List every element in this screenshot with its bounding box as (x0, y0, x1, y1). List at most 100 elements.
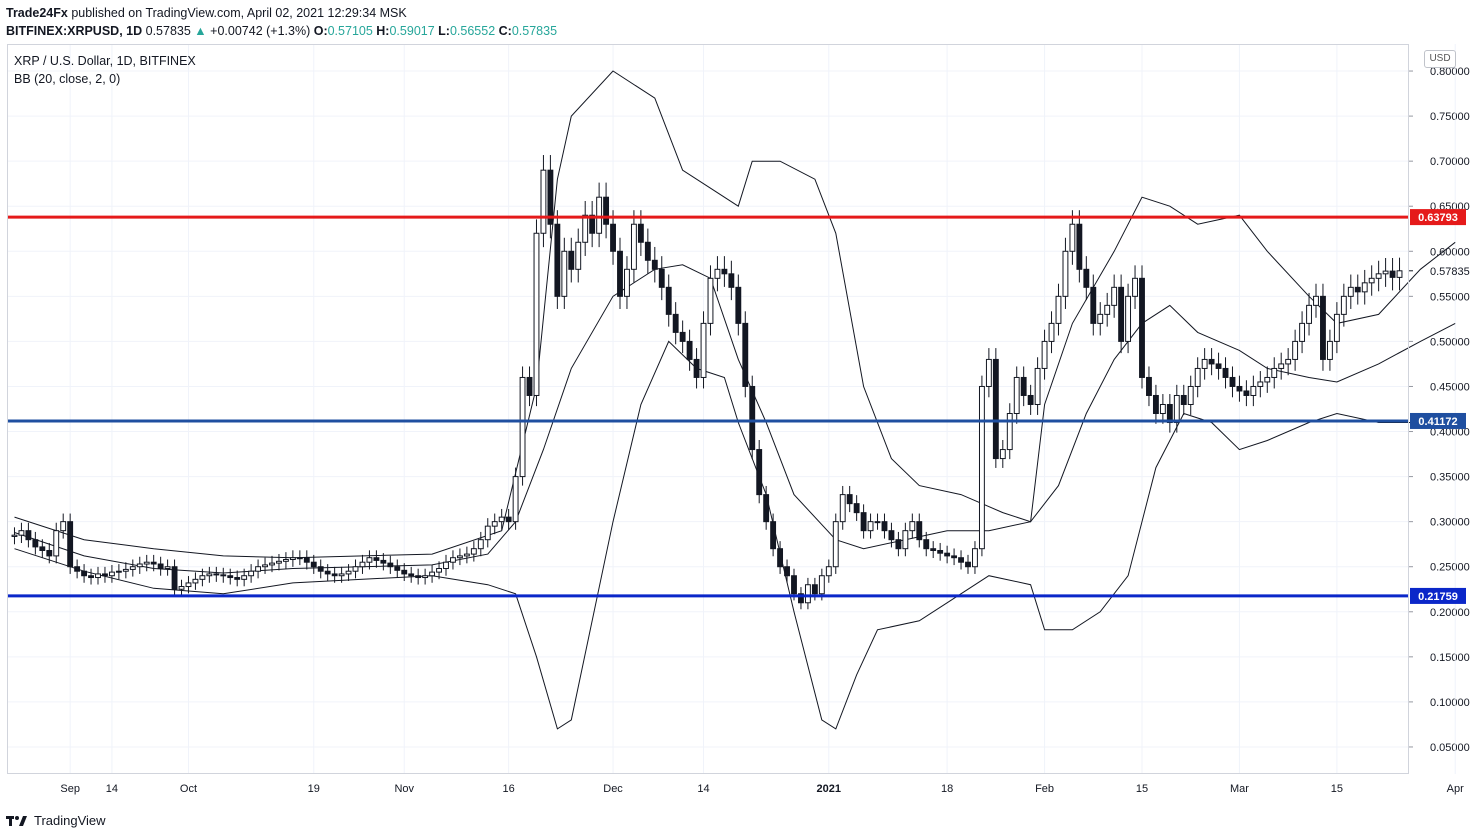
candle-down (951, 555, 958, 559)
chart-legend: XRP / U.S. Dollar, 1D, BITFINEX BB (20, … (14, 52, 196, 88)
y-tick-label: 0.35000 (1430, 472, 1470, 484)
candle-down (150, 561, 157, 565)
candle-down (1076, 223, 1083, 270)
price-chart[interactable]: 0.800000.750000.700000.650000.600000.550… (0, 0, 1475, 800)
candle-down (589, 214, 596, 234)
candle-down (81, 570, 88, 577)
candle-down (644, 241, 651, 261)
candle-down (401, 569, 408, 575)
candle-up (1201, 358, 1208, 369)
candle-down (686, 340, 693, 360)
candle-down (157, 563, 164, 570)
candle-down (408, 573, 415, 577)
x-tick-label: 2021 (817, 783, 841, 795)
candle-up (1382, 270, 1389, 275)
candle-down (324, 570, 331, 575)
candle-down (213, 573, 220, 576)
candle-up (1264, 376, 1271, 383)
candle-down (1152, 394, 1159, 415)
candle-down (1083, 268, 1090, 288)
level-price-badge (1410, 587, 1466, 604)
candle-up (345, 570, 352, 575)
y-tick-label: 0.30000 (1430, 517, 1470, 529)
candle-down (693, 358, 700, 378)
tradingview-footer[interactable]: TradingView (6, 813, 106, 828)
candle-up (1006, 413, 1013, 451)
candle-up (825, 566, 832, 577)
candle-up (1013, 376, 1020, 415)
candle-down (895, 539, 902, 550)
candle-up (470, 548, 477, 555)
level-price-badge (1410, 209, 1466, 226)
candle-down (331, 573, 338, 577)
candle-up (1104, 304, 1111, 315)
candle-down (756, 449, 763, 496)
candle-up (978, 385, 985, 550)
candle-down (1027, 394, 1034, 405)
chart-header: Trade24Fx published on TradingView.com, … (6, 4, 557, 40)
candle-up (972, 548, 978, 568)
y-tick-label: 0.80000 (1430, 66, 1470, 78)
candle-up (192, 578, 199, 584)
candle-up (519, 376, 526, 478)
candle-down (728, 273, 735, 288)
candle-up (707, 277, 714, 324)
candle-up (1333, 313, 1340, 342)
candle-down (923, 539, 930, 550)
candle-down (67, 521, 74, 568)
candle-up (359, 561, 366, 568)
candle-down (811, 584, 818, 595)
candle-up (1285, 358, 1292, 365)
y-tick-label: 0.45000 (1430, 381, 1470, 393)
x-tick-label: Oct (180, 783, 197, 795)
x-tick-label: 16 (503, 783, 515, 795)
candle-down (39, 546, 46, 551)
candle-down (568, 250, 575, 270)
candle-up (1368, 277, 1375, 284)
candle-up (985, 358, 992, 387)
candle-up (1396, 270, 1403, 278)
candle-down (784, 566, 790, 577)
y-tick-label: 0.10000 (1430, 697, 1470, 709)
candle-down (860, 512, 867, 532)
x-tick-label: Apr (1447, 783, 1464, 795)
legend-title: XRP / U.S. Dollar, 1D, BITFINEX (14, 54, 196, 68)
x-tick-label: 19 (308, 783, 320, 795)
candle-up (533, 232, 540, 396)
candle-down (770, 521, 777, 550)
candle-down (74, 566, 81, 572)
candle-down (658, 268, 665, 288)
currency-badge[interactable]: USD (1424, 50, 1456, 68)
y-tick-label: 0.20000 (1430, 607, 1470, 619)
tradingview-logo-icon (6, 815, 27, 826)
candle-down (1354, 286, 1361, 293)
candle-down (672, 313, 679, 333)
candle-up (1375, 273, 1382, 279)
candle-up (1173, 394, 1180, 424)
candle-up (11, 534, 18, 537)
candle-up (1187, 385, 1194, 405)
candle-up (422, 575, 429, 579)
y-tick-label: 0.55000 (1430, 291, 1470, 303)
bb-middle-band (14, 264, 1456, 574)
x-tick-label: 15 (1331, 783, 1343, 795)
publisher-name[interactable]: Trade24Fx (6, 6, 68, 20)
open-label: O: (313, 24, 328, 38)
candle-down (526, 376, 533, 396)
candle-up (909, 521, 916, 532)
candle-down (1139, 277, 1145, 378)
legend-indicator[interactable]: BB (20, close, 2, 0) (14, 72, 121, 86)
candle-down (617, 250, 623, 297)
candle-up (1132, 277, 1138, 297)
candle-up (60, 521, 67, 532)
candle-down (603, 196, 610, 225)
candle-up (1034, 367, 1041, 405)
candle-down (1243, 390, 1250, 396)
close-value: 0.57835 (511, 24, 558, 38)
candle-up (575, 241, 582, 270)
candle-down (227, 575, 234, 579)
published-text: published on TradingView.com, April 02, … (67, 6, 407, 20)
candle-up (463, 553, 470, 557)
candle-down (798, 593, 804, 604)
candle-up (443, 561, 449, 570)
